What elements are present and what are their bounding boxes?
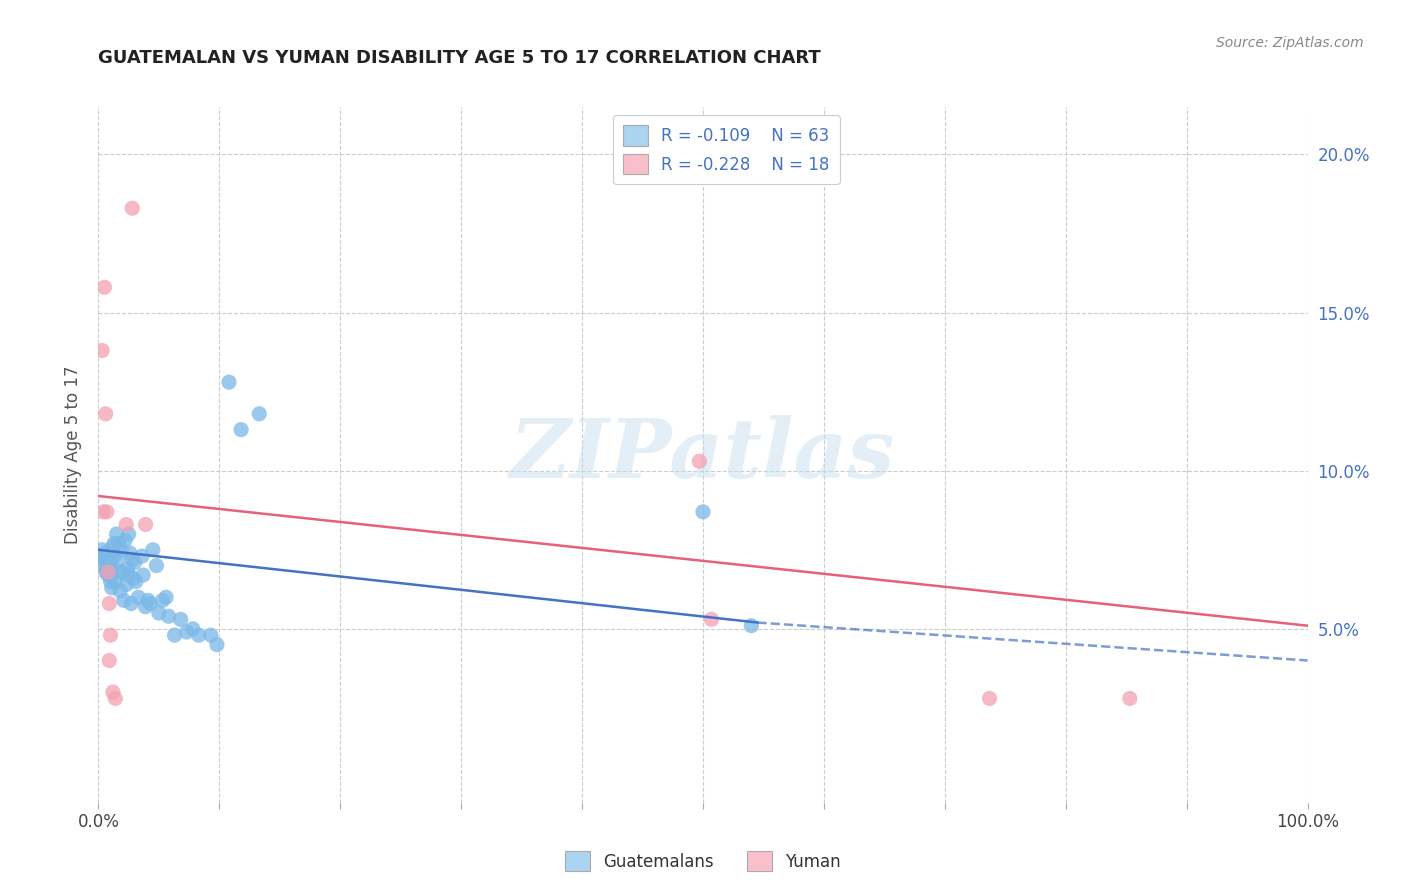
Point xyxy=(100,562,122,576)
Point xyxy=(247,407,270,421)
Text: GUATEMALAN VS YUMAN DISABILITY AGE 5 TO 17 CORRELATION CHART: GUATEMALAN VS YUMAN DISABILITY AGE 5 TO … xyxy=(98,49,821,67)
Point xyxy=(121,201,143,215)
Point xyxy=(187,628,209,642)
Point xyxy=(96,505,118,519)
Point xyxy=(98,597,121,611)
Point xyxy=(124,556,146,570)
Point xyxy=(145,558,167,573)
Point xyxy=(91,505,114,519)
Point xyxy=(100,581,122,595)
Point xyxy=(117,562,139,576)
Point xyxy=(96,562,118,576)
Point xyxy=(101,685,124,699)
Point xyxy=(94,565,117,579)
Point xyxy=(94,546,117,560)
Point xyxy=(100,556,122,570)
Point xyxy=(115,517,138,532)
Point xyxy=(157,609,180,624)
Point xyxy=(96,556,118,570)
Point xyxy=(93,558,115,573)
Point xyxy=(98,565,121,579)
Point xyxy=(218,375,240,389)
Point xyxy=(131,549,153,563)
Y-axis label: Disability Age 5 to 17: Disability Age 5 to 17 xyxy=(65,366,83,544)
Point xyxy=(125,574,148,589)
Point xyxy=(1119,691,1142,706)
Point xyxy=(93,552,115,566)
Point xyxy=(105,527,128,541)
Point xyxy=(127,591,149,605)
Point xyxy=(94,407,117,421)
Point xyxy=(97,558,120,573)
Text: Source: ZipAtlas.com: Source: ZipAtlas.com xyxy=(1216,36,1364,50)
Point xyxy=(118,568,141,582)
Text: ZIPatlas: ZIPatlas xyxy=(510,415,896,495)
Point xyxy=(200,628,222,642)
Point xyxy=(122,571,145,585)
Point xyxy=(97,568,120,582)
Point xyxy=(91,542,114,557)
Point xyxy=(104,574,127,589)
Point xyxy=(108,583,131,598)
Point xyxy=(205,638,228,652)
Point xyxy=(176,625,198,640)
Point xyxy=(100,574,122,589)
Point xyxy=(100,628,122,642)
Point xyxy=(107,552,129,566)
Point xyxy=(136,593,159,607)
Point xyxy=(135,599,157,614)
Legend: Guatemalans, Yuman: Guatemalans, Yuman xyxy=(558,845,848,878)
Point xyxy=(181,622,204,636)
Point xyxy=(121,552,143,566)
Point xyxy=(97,565,120,579)
Point xyxy=(148,606,170,620)
Point xyxy=(111,565,134,579)
Point xyxy=(139,597,162,611)
Point xyxy=(115,577,138,591)
Point xyxy=(979,691,1001,706)
Point xyxy=(229,423,252,437)
Point xyxy=(118,527,141,541)
Point xyxy=(104,691,127,706)
Point xyxy=(118,546,141,560)
Point xyxy=(692,505,714,519)
Point xyxy=(135,517,157,532)
Point xyxy=(91,549,114,563)
Point xyxy=(101,540,124,554)
Point xyxy=(112,593,135,607)
Point xyxy=(110,542,132,557)
Point xyxy=(740,618,762,632)
Point xyxy=(155,591,177,605)
Point xyxy=(700,612,723,626)
Point xyxy=(103,549,125,563)
Point xyxy=(142,542,165,557)
Point xyxy=(108,536,131,550)
Point xyxy=(169,612,191,626)
Point xyxy=(114,533,136,548)
Point xyxy=(103,536,125,550)
Point xyxy=(93,280,115,294)
Point xyxy=(98,549,121,563)
Point xyxy=(98,653,121,667)
Point xyxy=(688,454,710,468)
Point xyxy=(91,343,114,358)
Point xyxy=(108,565,131,579)
Point xyxy=(152,593,174,607)
Point xyxy=(132,568,155,582)
Point xyxy=(163,628,186,642)
Point xyxy=(120,597,142,611)
